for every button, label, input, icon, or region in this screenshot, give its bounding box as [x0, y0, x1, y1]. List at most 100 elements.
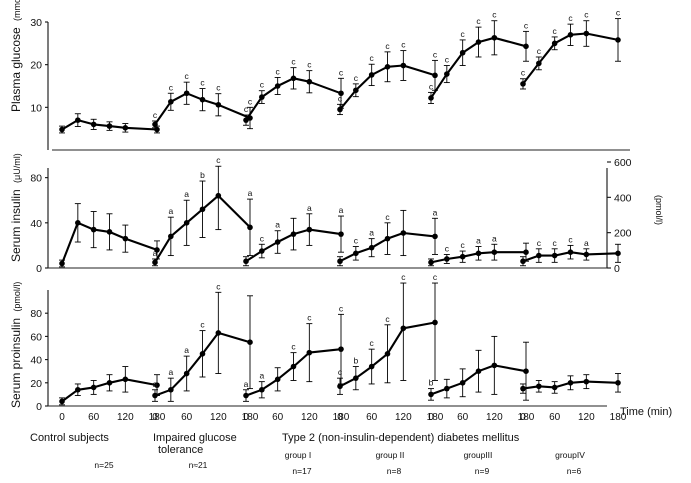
sig-label-glucose-igt-1: c — [169, 82, 174, 92]
ylabel-glucose-unit: (mmol/l) — [12, 0, 22, 21]
sig-label-insulin-g2-2: a — [369, 228, 374, 238]
sig-label-insulin-igt-5: a — [248, 188, 253, 198]
sig-label-glucose-g3-2: c — [461, 29, 466, 39]
xtick-label-2-3: 180 — [333, 412, 350, 423]
data-point-proinsulin-g3-2 — [459, 380, 466, 386]
data-point-proinsulin-g4-3 — [567, 380, 574, 386]
data-point-proinsulin-g2-2 — [368, 363, 375, 370]
ytick-label-2-1: 20 — [30, 378, 42, 390]
data-point-glucose-g2-5 — [432, 72, 438, 79]
data-point-proinsulin-igt-1 — [168, 386, 174, 393]
data-point-glucose-control-0 — [59, 126, 65, 133]
data-point-insulin-g1-0 — [243, 258, 249, 265]
sig-label-glucose-igt-3: c — [200, 78, 205, 88]
data-point-proinsulin-g2-1 — [353, 375, 359, 381]
sig-label-glucose-g1-2: c — [276, 66, 281, 76]
ytick-label-1-1: 40 — [30, 218, 42, 230]
data-point-insulin-g3-3 — [475, 250, 482, 257]
data-point-insulin-g4-2 — [551, 252, 558, 259]
sig-label-insulin-g3-2: c — [461, 240, 466, 250]
sig-label-insulin-g2-3: c — [385, 212, 390, 222]
data-point-proinsulin-g1-0 — [243, 392, 249, 399]
sig-label-glucose-g1-4: c — [307, 60, 312, 70]
sig-label-proinsulin-g3-0: b — [429, 378, 434, 388]
sig-label-glucose-g4-5: c — [616, 8, 621, 18]
data-point-glucose-g4-1 — [536, 60, 542, 67]
data-point-proinsulin-control-2 — [90, 384, 97, 391]
xtick-label-5-0: 0 — [520, 412, 526, 423]
right-ytick-label-2: 400 — [614, 192, 632, 204]
series-line-proinsulin-g3 — [430, 364, 527, 396]
data-point-glucose-igt-3 — [199, 96, 206, 103]
series-line-glucose-g4 — [522, 32, 619, 85]
sig-label-glucose-g4-4: c — [584, 10, 589, 20]
sig-label-glucose-g2-0: c — [338, 93, 343, 103]
ylabel-insulin-text: Serum insulin — [9, 189, 23, 262]
data-point-glucose-g2-0 — [337, 106, 343, 113]
group-n-igt: n≈21 — [189, 460, 208, 470]
data-point-insulin-g2-2 — [368, 244, 375, 251]
sig-label-insulin-igt-1: a — [168, 206, 173, 216]
group-label-control: Control subjects — [30, 432, 109, 444]
ytick-label-1-0: 0 — [36, 263, 42, 275]
sig-label-proinsulin-g1-1: a — [259, 371, 264, 381]
data-point-proinsulin-g3-3 — [475, 368, 482, 375]
sig-label-glucose-g4-1: c — [537, 46, 542, 56]
data-point-proinsulin-g2-4 — [400, 325, 407, 332]
sig-label-glucose-g1-0: c — [244, 104, 249, 114]
xtick-label-5-3: 180 — [610, 412, 627, 423]
right-ytick-label-3: 600 — [614, 157, 632, 169]
sig-label-proinsulin-g2-1: b — [353, 356, 358, 366]
xtick-label-1-3: 180 — [242, 412, 259, 423]
xtick-label-4-0: 0 — [428, 412, 434, 423]
xtick-label-2-1: 60 — [272, 412, 284, 423]
series-line-proinsulin-igt — [154, 331, 251, 397]
data-point-insulin-control-2 — [90, 226, 97, 233]
data-point-glucose-control-2 — [90, 121, 97, 128]
group-label-igt: Impaired glucose — [153, 432, 237, 444]
sig-label-proinsulin-igt-4: c — [216, 281, 221, 291]
group-n-control: n=25 — [94, 460, 113, 470]
ytick-label-2-0: 0 — [36, 401, 42, 413]
data-point-proinsulin-igt-4 — [215, 330, 222, 336]
sig-label-proinsulin-igt-3: c — [200, 320, 205, 330]
sig-label-glucose-g1-3: c — [291, 57, 296, 67]
sig-label-proinsulin-igt-2: a — [184, 345, 189, 355]
ylabel-proinsulin-text: Serum proinsulin — [9, 318, 23, 408]
sig-label-proinsulin-g2-2: c — [370, 338, 375, 348]
xtick-label-5-1: 60 — [549, 412, 561, 423]
ylabel-glucose-text: Plasma glucose — [9, 27, 23, 112]
group-n-g4: n=6 — [567, 466, 582, 476]
sig-label-glucose-igt-4: c — [216, 83, 221, 93]
data-point-insulin-igt-4 — [215, 192, 222, 199]
data-point-glucose-g4-3 — [567, 32, 574, 38]
data-point-insulin-g4-0 — [520, 258, 526, 265]
sig-label-insulin-igt-0: a — [153, 248, 158, 258]
series-line-glucose-g1 — [245, 77, 342, 121]
ytick-label-0-2: 30 — [30, 17, 42, 29]
data-point-proinsulin-igt-0 — [152, 392, 158, 399]
sig-label-glucose-g3-4: c — [492, 10, 497, 20]
data-point-insulin-control-1 — [75, 220, 81, 226]
sig-label-glucose-igt-5: c — [248, 96, 253, 106]
svg-text:Serum proinsulin (pmol/l: Serum proinsulin (pmol/l) — [9, 282, 23, 408]
data-point-proinsulin-g4-4 — [583, 378, 590, 385]
data-point-proinsulin-g4-2 — [551, 384, 558, 391]
xtick-label-3-3: 180 — [427, 412, 444, 423]
data-point-insulin-g4-4 — [583, 251, 590, 258]
data-point-glucose-g2-1 — [353, 87, 359, 94]
data-point-glucose-g3-1 — [444, 71, 450, 77]
sig-label-proinsulin-g2-4: c — [401, 272, 406, 282]
group-sub-g1: group I — [285, 450, 311, 460]
xtick-label-1-0: 0 — [152, 412, 158, 423]
series-line-proinsulin-g1 — [245, 348, 342, 397]
xtick-label-3-1: 60 — [366, 412, 378, 423]
data-point-glucose-g2-3 — [384, 64, 391, 70]
data-point-glucose-g3-4 — [491, 34, 498, 41]
right-ytick-label-0: 0 — [614, 263, 620, 275]
group-sub-g3: groupIII — [464, 450, 493, 460]
series-line-proinsulin-control — [61, 378, 158, 403]
xtick-label-0-0: 0 — [59, 412, 65, 423]
sig-label-insulin-g2-5: a — [433, 207, 438, 217]
